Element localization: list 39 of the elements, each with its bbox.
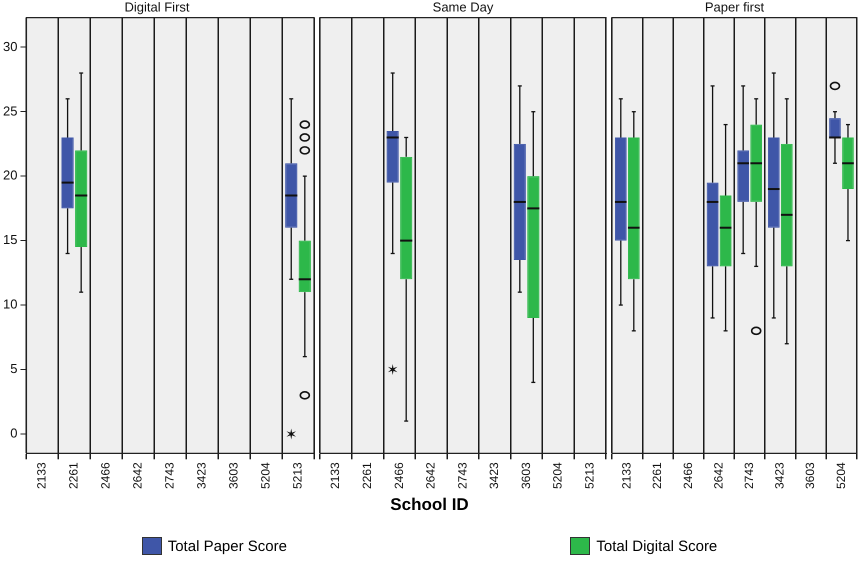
legend-label: Total Digital Score [596,538,718,554]
x-tick-label: 2133 [620,462,634,490]
x-tick-label: 2466 [98,462,113,490]
x-tick-label: 3423 [772,462,787,490]
x-axis-title: School ID [389,495,470,515]
y-tick-label: 0 [10,426,18,441]
x-tick-label: 2133 [328,462,342,490]
x-tick-label: 2466 [680,462,695,490]
x-tick-label: 5213 [290,462,304,490]
x-tick-label: 2642 [424,462,438,490]
x-tick-label: 3423 [487,462,502,490]
y-tick-label: 10 [2,296,18,312]
y-tick-label: 30 [2,38,18,54]
x-tick-label: 3423 [194,462,208,490]
x-tick-label: 2466 [392,462,406,490]
x-tick-label: 5213 [582,462,596,490]
x-tick-label: 5204 [550,462,565,490]
x-tick-label: 2133 [34,462,49,490]
x-tick-label: 3603 [226,462,240,490]
x-tick-label: 5204 [258,462,272,490]
chart-title: Paper first [704,0,765,14]
x-tick-label: 3603 [803,462,818,490]
x-tick-label: 3603 [518,462,533,490]
chart-title: Same Day [432,0,494,14]
x-tick-label: 2261 [650,462,664,490]
x-tick-label: 2743 [162,462,177,490]
legend-label: Total Paper Score [168,538,287,554]
y-tick-label: 15 [2,232,18,248]
x-tick-label: 2743 [455,462,470,490]
x-tick-label: 5204 [834,462,848,490]
x-tick-label: 2743 [742,462,756,490]
y-tick-label: 5 [10,361,18,376]
x-tick-label: 2261 [360,462,374,490]
y-tick-label: 20 [2,168,18,183]
x-tick-label: 2261 [66,462,81,490]
y-tick-label: 25 [2,103,18,118]
x-tick-label: 2642 [130,462,145,490]
x-tick-label: 2642 [711,462,726,490]
chart-title: Digital First [124,0,190,14]
